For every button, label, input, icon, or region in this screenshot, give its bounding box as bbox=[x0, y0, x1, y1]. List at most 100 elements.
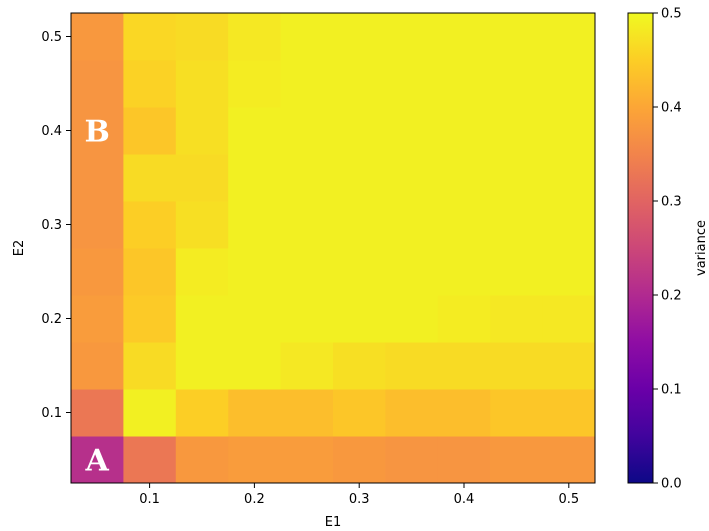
heatmap-cell bbox=[71, 295, 124, 343]
heatmap-cell bbox=[333, 13, 386, 61]
heatmap-cell bbox=[228, 295, 282, 343]
heatmap-cell bbox=[71, 107, 124, 155]
heatmap-cell bbox=[123, 248, 177, 296]
annotation-label: B bbox=[85, 115, 110, 150]
y-axis-label: E2 bbox=[12, 240, 27, 257]
heatmap-cell bbox=[71, 13, 124, 61]
heatmap-cell bbox=[333, 342, 386, 390]
heatmap-cell bbox=[175, 154, 229, 202]
x-tick-label: 0.2 bbox=[244, 492, 265, 507]
heatmap-cell bbox=[280, 436, 334, 484]
heatmap-cell bbox=[228, 60, 282, 108]
heatmap-cell bbox=[175, 295, 229, 343]
heatmap-cell bbox=[123, 154, 177, 202]
heatmap-cell bbox=[437, 13, 491, 61]
heatmap-cell bbox=[385, 342, 439, 390]
heatmap-cell bbox=[280, 13, 334, 61]
x-tick-label: 0.1 bbox=[139, 492, 160, 507]
colorbar-tick-label: 0.0 bbox=[661, 477, 682, 492]
heatmap-cell bbox=[71, 248, 124, 296]
heatmap-cell bbox=[280, 60, 334, 108]
annotation-label: A bbox=[85, 444, 110, 479]
heatmap-cell bbox=[280, 248, 334, 296]
heatmap-cell bbox=[228, 436, 282, 484]
heatmap-cell bbox=[437, 342, 491, 390]
heatmap-cell bbox=[123, 295, 177, 343]
colorbar bbox=[627, 12, 654, 484]
heatmap-cell bbox=[71, 60, 124, 108]
heatmap-cell bbox=[490, 201, 544, 249]
heatmap-cell bbox=[175, 248, 229, 296]
colorbar-ticks: 0.0 0.1 0.2 0.3 0.4 0.5 bbox=[653, 7, 682, 492]
heatmap-cell bbox=[175, 436, 229, 484]
x-axis-label: E1 bbox=[325, 515, 342, 530]
heatmap-cell bbox=[542, 60, 596, 108]
heatmap-cell bbox=[71, 154, 124, 202]
y-axis-ticks: 0.1 0.2 0.3 0.4 0.5 bbox=[41, 30, 71, 421]
heatmap-cell bbox=[385, 107, 439, 155]
heatmap-cell bbox=[542, 295, 596, 343]
heatmap-cell bbox=[228, 107, 282, 155]
y-tick-label: 0.1 bbox=[41, 406, 62, 421]
heatmap-cell bbox=[385, 389, 439, 437]
heatmap-cell bbox=[71, 389, 124, 437]
heatmap-cell bbox=[437, 389, 491, 437]
heatmap-cell bbox=[228, 154, 282, 202]
heatmap-cell bbox=[123, 389, 177, 437]
heatmap-cell bbox=[123, 60, 177, 108]
heatmap-cell bbox=[228, 13, 282, 61]
plot-frame bbox=[70, 12, 596, 484]
colorbar-label: variance bbox=[694, 220, 709, 276]
heatmap-cell bbox=[175, 60, 229, 108]
heatmap-cell bbox=[71, 201, 124, 249]
heatmap-cell bbox=[542, 342, 596, 390]
heatmap-cell bbox=[385, 248, 439, 296]
heatmap-cell bbox=[490, 342, 544, 390]
heatmap-cell bbox=[385, 295, 439, 343]
heatmap-cell bbox=[385, 13, 439, 61]
heatmap-cell bbox=[71, 342, 124, 390]
heatmap-cell bbox=[175, 389, 229, 437]
heatmap-cell bbox=[437, 201, 491, 249]
heatmap-cell bbox=[542, 13, 596, 61]
annotations: AB bbox=[85, 115, 110, 479]
x-tick-label: 0.3 bbox=[349, 492, 370, 507]
x-tick-label: 0.5 bbox=[558, 492, 579, 507]
heatmap-cell bbox=[490, 436, 544, 484]
heatmap-cell bbox=[542, 201, 596, 249]
heatmap-cell bbox=[333, 107, 386, 155]
heatmap-cell bbox=[490, 389, 544, 437]
heatmap-cell bbox=[123, 342, 177, 390]
colorbar-tick-label: 0.1 bbox=[661, 383, 682, 398]
colorbar-tick-label: 0.3 bbox=[661, 195, 682, 210]
heatmap-cell bbox=[490, 107, 544, 155]
heatmap-cell bbox=[228, 342, 282, 390]
y-tick-label: 0.2 bbox=[41, 312, 62, 327]
heatmap-cell bbox=[490, 13, 544, 61]
heatmap-cell bbox=[280, 389, 334, 437]
heatmap-cell bbox=[280, 295, 334, 343]
y-tick-label: 0.5 bbox=[41, 30, 62, 45]
heatmap-cell bbox=[123, 436, 177, 484]
x-axis-ticks: 0.1 0.2 0.3 0.4 0.5 bbox=[139, 483, 579, 507]
heatmap-cell bbox=[333, 389, 386, 437]
heatmap-cell bbox=[280, 201, 334, 249]
heatmap-cell bbox=[385, 154, 439, 202]
heatmap-cell bbox=[437, 107, 491, 155]
y-tick-label: 0.3 bbox=[41, 218, 62, 233]
heatmap-cell bbox=[280, 107, 334, 155]
heatmap-cell bbox=[123, 13, 177, 61]
heatmap-cell bbox=[280, 154, 334, 202]
heatmap-cell bbox=[123, 107, 177, 155]
heatmap-cell bbox=[542, 436, 596, 484]
heatmap-cell bbox=[333, 154, 386, 202]
heatmap-cell bbox=[228, 248, 282, 296]
heatmap-cell bbox=[71, 436, 124, 484]
heatmap-cell bbox=[542, 389, 596, 437]
heatmap-cell bbox=[490, 60, 544, 108]
heatmap-cell bbox=[175, 342, 229, 390]
colorbar-tick-label: 0.5 bbox=[661, 7, 682, 22]
heatmap-cell bbox=[175, 13, 229, 61]
heatmap-cell bbox=[333, 248, 386, 296]
